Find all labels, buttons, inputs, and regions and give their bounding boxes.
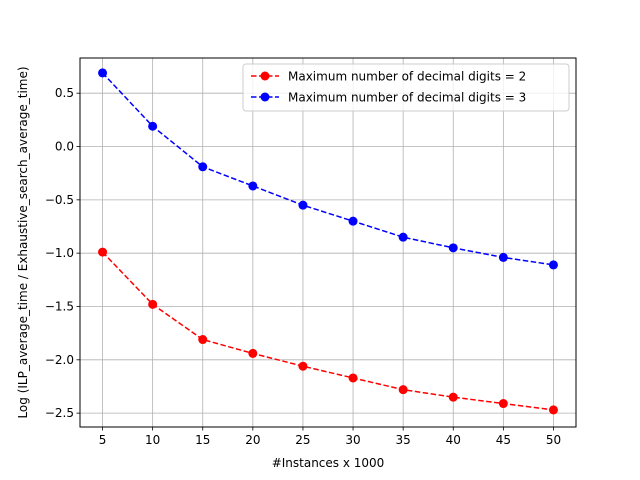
series-line (102, 251, 554, 411)
x-tick-label: 5 (99, 433, 107, 447)
y-tick-label: −0.5 (45, 193, 74, 207)
data-point (348, 216, 358, 226)
x-tick-label: 40 (446, 433, 461, 447)
y-tick-label: −1.0 (45, 246, 74, 260)
data-point (448, 392, 458, 402)
legend: Maximum number of decimal digits = 2 Maxi… (242, 63, 570, 112)
legend-marker (260, 71, 270, 81)
data-point (98, 68, 108, 78)
y-axis-ticks: 0.5 0.0 −0.5 −1.0 −1.5 −2.0 −2.5 (45, 86, 80, 420)
data-point (398, 385, 408, 395)
y-tick-label: 0.5 (55, 86, 74, 100)
data-point (548, 405, 558, 415)
data-point (498, 399, 508, 409)
x-axis-label: #Instances x 1000 (272, 456, 385, 470)
legend-label: Maximum number of decimal digits = 2 (288, 70, 526, 84)
legend-label: Maximum number of decimal digits = 3 (288, 91, 526, 105)
x-tick-label: 50 (546, 433, 561, 447)
x-tick-label: 45 (496, 433, 511, 447)
y-axis-label: Log (ILP_average_time / Exhaustive_searc… (16, 66, 30, 418)
y-tick-label: −2.5 (45, 406, 74, 420)
series-2 (98, 68, 558, 270)
data-point (148, 299, 158, 309)
plot-frame (79, 57, 577, 428)
y-tick-label: 0.0 (55, 140, 74, 154)
data-point (248, 181, 258, 191)
x-tick-label: 25 (295, 433, 310, 447)
data-point (248, 348, 258, 358)
x-tick-label: 30 (345, 433, 360, 447)
data-point (148, 121, 158, 131)
legend-box (242, 63, 570, 112)
x-tick-label: 35 (396, 433, 411, 447)
legend-item: Maximum number of decimal digits = 3 (251, 91, 526, 105)
legend-item: Maximum number of decimal digits = 2 (251, 70, 526, 84)
data-point (298, 200, 308, 210)
data-point (548, 260, 558, 270)
series-1 (98, 247, 558, 415)
data-point (348, 373, 358, 383)
series-layer (98, 68, 558, 415)
x-tick-label: 15 (195, 433, 210, 447)
x-axis-ticks: 5 10 15 20 25 30 35 40 45 50 (99, 427, 561, 447)
data-point (498, 252, 508, 262)
legend-marker (260, 92, 270, 102)
data-point (448, 243, 458, 253)
series-line (101, 72, 554, 266)
data-point (298, 361, 308, 371)
data-point (198, 162, 208, 172)
data-point (198, 335, 208, 345)
data-point (398, 232, 408, 242)
x-tick-label: 20 (245, 433, 260, 447)
data-point (98, 247, 108, 257)
y-tick-label: −1.5 (45, 299, 74, 313)
x-tick-label: 10 (145, 433, 160, 447)
y-tick-label: −2.0 (45, 353, 74, 367)
